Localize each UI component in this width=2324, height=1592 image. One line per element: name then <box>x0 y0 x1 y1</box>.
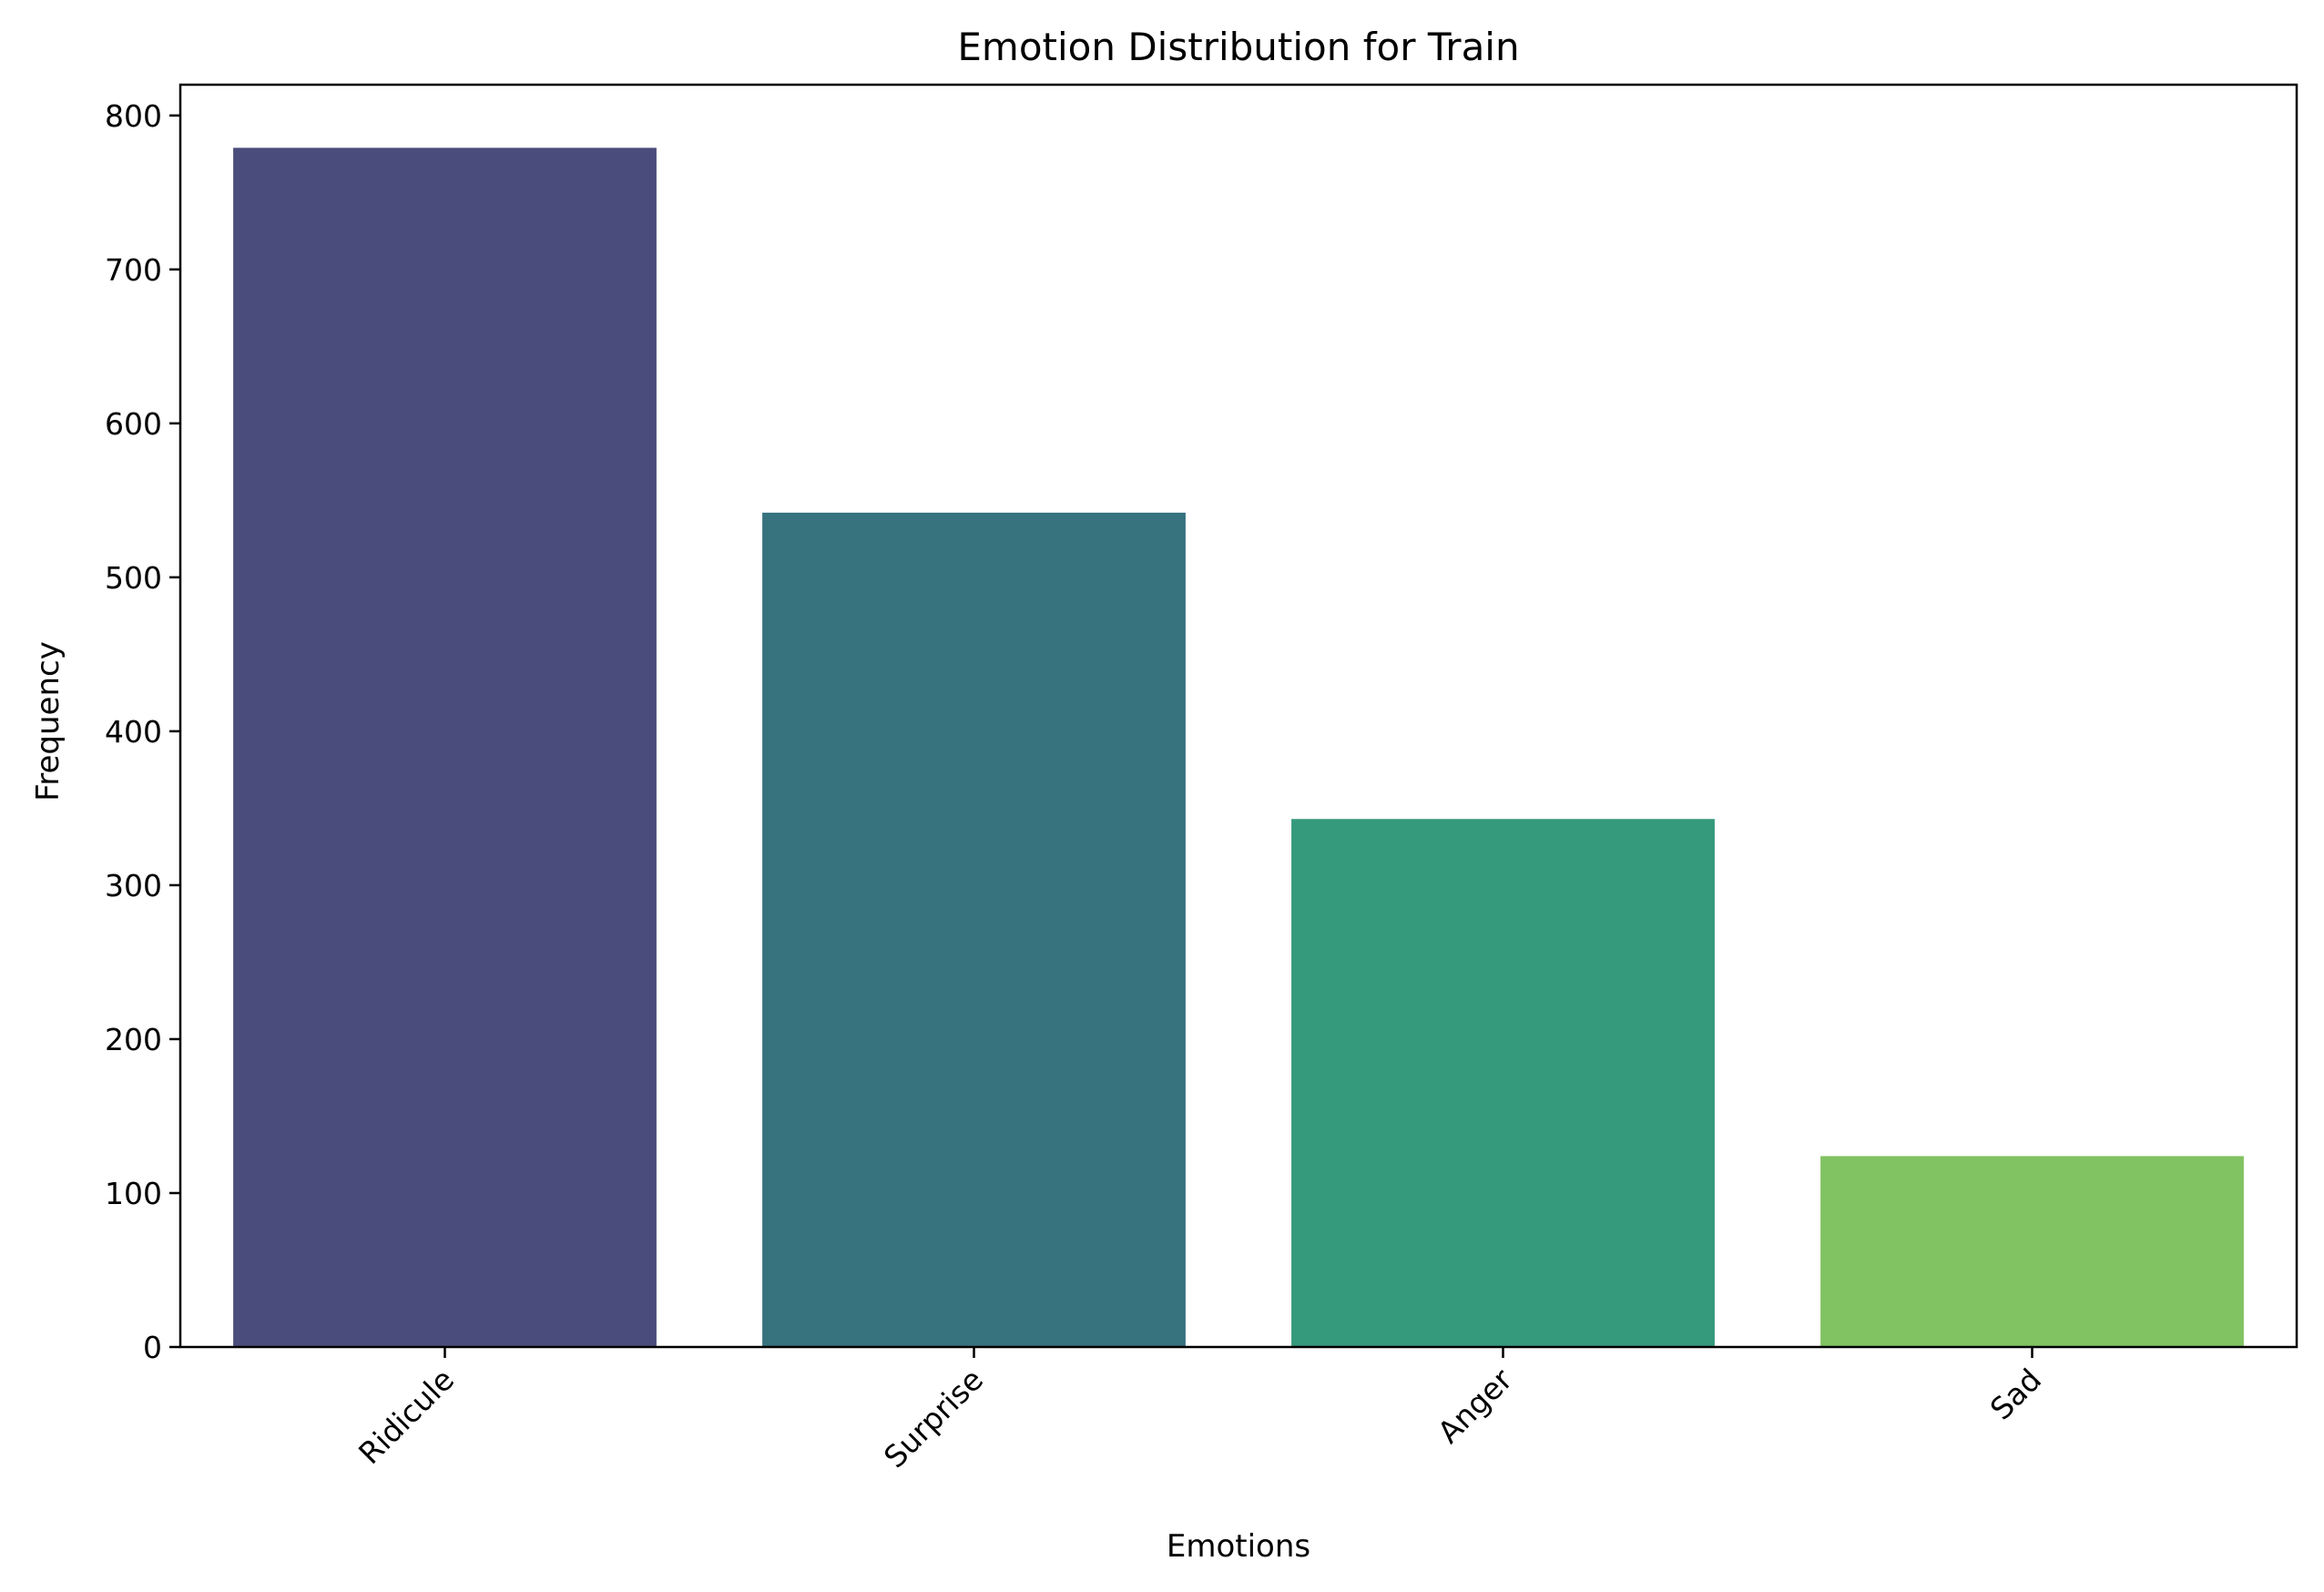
bar-surprise <box>762 512 1186 1347</box>
bar-anger <box>1291 819 1715 1347</box>
y-tick-label: 100 <box>105 1176 162 1211</box>
y-tick-label: 700 <box>105 252 162 288</box>
bar-sad <box>1820 1156 2244 1347</box>
y-tick-label: 400 <box>105 714 162 750</box>
y-tick-label: 600 <box>105 406 162 442</box>
bar-ridicule <box>233 148 657 1347</box>
y-tick-label: 800 <box>105 98 162 134</box>
plot-frame <box>178 83 2299 1349</box>
y-tick-label: 500 <box>105 560 162 596</box>
y-axis-label: Frequency <box>30 641 66 801</box>
chart-title: Emotion Distribution for Train <box>957 25 1519 69</box>
x-axis-label: Emotions <box>1167 1528 1310 1565</box>
y-tick-label: 0 <box>143 1330 162 1365</box>
y-tick-label: 200 <box>105 1022 162 1057</box>
bars-group <box>233 148 2244 1347</box>
y-axis-ticks: 0 100 200 300 400 500 600 700 800 <box>105 98 180 1365</box>
y-tick-label: 300 <box>105 868 162 903</box>
